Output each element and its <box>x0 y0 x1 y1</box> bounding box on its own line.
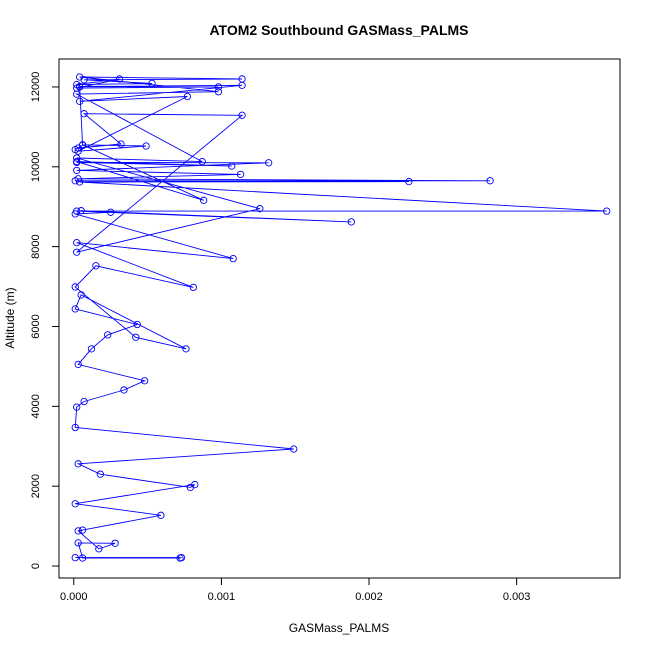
data-point <box>189 283 197 292</box>
data-point <box>87 345 96 353</box>
data-point <box>73 238 81 247</box>
data-point <box>117 140 125 148</box>
data-point <box>214 83 223 91</box>
y-tick-label: 12000 <box>30 72 42 103</box>
data-point <box>157 511 165 519</box>
data-point <box>80 110 88 118</box>
data-point <box>405 177 413 186</box>
data-point <box>80 397 88 406</box>
data-point <box>603 207 611 215</box>
data-point <box>73 403 81 411</box>
data-point <box>111 539 119 547</box>
series-line <box>74 76 607 559</box>
data-point <box>264 159 273 167</box>
data-point <box>347 218 355 226</box>
y-tick-label: 0 <box>30 563 42 569</box>
y-axis: 0 2000 4000 6000 8000 10000 12000 <box>30 72 60 569</box>
data-point <box>228 162 236 170</box>
data-point <box>71 500 79 508</box>
data-point <box>186 483 195 492</box>
data-point <box>238 111 246 119</box>
x-tick-label: 0.001 <box>208 591 236 603</box>
y-tick-label: 10000 <box>30 151 42 182</box>
data-point <box>256 205 264 213</box>
data-point <box>71 145 79 154</box>
data-point <box>115 75 124 83</box>
data-point <box>95 545 103 553</box>
data-point <box>73 90 81 98</box>
data-point <box>236 170 245 179</box>
data-point <box>214 88 223 96</box>
data-point <box>71 305 79 313</box>
data-point <box>78 554 87 562</box>
y-axis-label: Altitude (m) <box>3 287 17 348</box>
data-point <box>176 554 184 562</box>
data-point <box>73 166 81 175</box>
data-point <box>71 423 79 432</box>
y-tick-label: 2000 <box>30 474 42 498</box>
data-point <box>71 553 79 562</box>
series-layer <box>71 73 611 562</box>
data-series <box>71 73 611 562</box>
data-point <box>73 154 81 162</box>
data-point <box>74 175 82 183</box>
data-point <box>104 331 112 339</box>
data-point <box>76 83 84 91</box>
data-point <box>229 254 237 263</box>
data-point <box>74 539 82 547</box>
data-point <box>76 73 84 81</box>
data-point <box>148 79 156 88</box>
data-point <box>290 445 298 453</box>
data-point <box>78 526 87 534</box>
data-point <box>120 386 128 394</box>
data-point <box>71 283 79 291</box>
data-point <box>486 177 494 185</box>
data-point <box>73 157 81 166</box>
data-point <box>74 527 82 535</box>
data-point <box>107 208 115 216</box>
data-point <box>133 320 141 329</box>
data-point <box>238 75 246 83</box>
data-point <box>77 207 85 215</box>
data-point <box>96 470 104 478</box>
y-tick-label: 8000 <box>30 234 42 258</box>
x-tick-label: 0.002 <box>355 591 383 603</box>
data-point <box>78 141 87 149</box>
data-point <box>76 97 84 105</box>
data-point <box>77 291 85 299</box>
x-axis: 0.000 0.001 0.002 0.003 <box>60 577 531 603</box>
data-point <box>142 142 150 150</box>
x-axis-label: GASMass_PALMS <box>289 621 389 635</box>
data-point <box>92 262 100 270</box>
data-point <box>73 248 81 256</box>
data-point <box>200 196 208 204</box>
x-tick-label: 0.003 <box>503 591 531 603</box>
data-point <box>140 377 149 385</box>
y-tick-label: 4000 <box>30 394 42 418</box>
data-point <box>74 360 82 369</box>
data-point <box>183 92 192 101</box>
data-point <box>132 333 140 341</box>
y-tick-label: 6000 <box>30 314 42 338</box>
data-point <box>73 207 81 215</box>
chart-title: ATOM2 Southbound GASMass_PALMS <box>209 22 468 38</box>
data-point <box>74 460 82 468</box>
x-tick-label: 0.000 <box>60 591 88 603</box>
data-point <box>198 157 206 166</box>
data-point <box>182 345 190 353</box>
